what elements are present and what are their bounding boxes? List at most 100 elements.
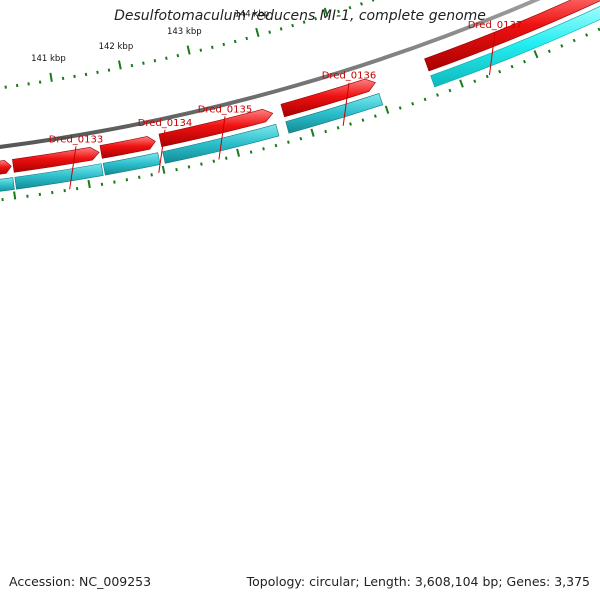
major-tick bbox=[186, 45, 191, 55]
minor-tick bbox=[150, 173, 153, 177]
gene-label[interactable]: Dred_0137 bbox=[468, 20, 523, 31]
minor-tick bbox=[125, 178, 129, 182]
major-tick bbox=[255, 27, 260, 38]
cds-arrow bbox=[99, 136, 156, 159]
minor-tick bbox=[245, 36, 249, 41]
minor-tick bbox=[107, 68, 111, 72]
minor-tick bbox=[572, 38, 576, 43]
minor-tick bbox=[210, 45, 214, 50]
genome-summary: Topology: circular; Length: 3,608,104 bp… bbox=[246, 574, 590, 589]
rna-track-segment bbox=[14, 163, 104, 190]
minor-tick bbox=[348, 5, 352, 10]
gene-label-leader bbox=[158, 129, 166, 173]
minor-tick bbox=[187, 165, 191, 169]
minor-tick bbox=[361, 118, 365, 122]
minor-tick bbox=[523, 59, 527, 64]
minor-tick bbox=[337, 9, 340, 14]
rna-track-segment bbox=[102, 152, 161, 176]
gene-feature[interactable] bbox=[12, 147, 104, 190]
outer-tick-marks bbox=[1, 27, 600, 202]
major-tick bbox=[459, 79, 464, 88]
minor-tick bbox=[510, 64, 514, 69]
minor-tick bbox=[373, 114, 377, 118]
minor-tick bbox=[291, 23, 295, 28]
rna-track-segment bbox=[0, 177, 15, 192]
map-title: Desulfotomaculum reducens MI-1, complete… bbox=[114, 8, 486, 24]
minor-tick bbox=[360, 2, 363, 6]
inner-tick-marks bbox=[4, 0, 375, 89]
minor-tick bbox=[130, 63, 134, 68]
rna-track-segment bbox=[285, 93, 384, 134]
minor-tick bbox=[314, 16, 317, 21]
major-tick bbox=[533, 50, 539, 59]
cds-arrow bbox=[280, 78, 376, 118]
minor-tick bbox=[113, 180, 116, 184]
minor-tick bbox=[448, 88, 452, 93]
minor-tick bbox=[200, 162, 203, 166]
minor-tick bbox=[262, 147, 265, 151]
gene-feature[interactable] bbox=[0, 160, 15, 192]
minor-tick bbox=[336, 126, 340, 130]
minor-tick bbox=[274, 143, 278, 148]
gene-labels[interactable]: Dred_0133 Dred_0134 Dred_0135 Dred_0136 Dred… bbox=[49, 20, 523, 190]
minor-tick bbox=[371, 0, 375, 2]
minor-tick bbox=[279, 27, 283, 31]
minor-tick bbox=[175, 167, 178, 172]
major-tick bbox=[49, 72, 53, 82]
gene-feature[interactable] bbox=[99, 136, 161, 176]
minor-tick bbox=[411, 101, 415, 106]
minor-tick bbox=[423, 97, 427, 102]
minor-tick bbox=[398, 106, 402, 110]
cds-arrow bbox=[12, 147, 100, 173]
minor-tick bbox=[199, 48, 203, 52]
major-tick bbox=[236, 148, 241, 157]
scale-label: 143 kbp bbox=[167, 27, 202, 37]
minor-tick bbox=[299, 136, 303, 141]
gene-feature[interactable] bbox=[424, 0, 600, 88]
gene-label-leader bbox=[218, 116, 226, 160]
gene-feature[interactable] bbox=[280, 78, 384, 134]
minor-tick bbox=[96, 70, 99, 74]
gene-label[interactable]: Dred_0136 bbox=[322, 71, 377, 82]
feature-track[interactable] bbox=[0, 0, 600, 193]
minor-tick bbox=[73, 74, 76, 79]
gene-label[interactable]: Dred_0135 bbox=[198, 104, 253, 115]
minor-tick bbox=[222, 42, 226, 47]
gene-label[interactable]: Dred_0133 bbox=[49, 134, 104, 145]
minor-tick bbox=[349, 122, 352, 126]
accession-value: NC_009253 bbox=[79, 574, 152, 589]
major-tick bbox=[118, 60, 122, 70]
minor-tick bbox=[153, 59, 157, 63]
major-tick bbox=[87, 179, 91, 189]
major-tick bbox=[384, 105, 390, 114]
genome-backbone bbox=[0, 0, 541, 149]
gene-label-leader bbox=[69, 146, 77, 190]
minor-tick bbox=[224, 156, 228, 160]
minor-tick bbox=[176, 53, 180, 58]
minor-tick bbox=[165, 56, 168, 60]
accession-footer: Accession: NC_009253 bbox=[9, 574, 151, 589]
gene-label[interactable]: Dred_0134 bbox=[138, 118, 193, 129]
minor-tick bbox=[100, 182, 104, 186]
gene-label-leader bbox=[342, 82, 350, 126]
minor-tick bbox=[212, 159, 216, 163]
minor-tick bbox=[84, 72, 88, 77]
minor-tick bbox=[498, 69, 502, 74]
minor-tick bbox=[560, 44, 564, 48]
minor-tick bbox=[142, 61, 145, 65]
scale-label: 141 kbp bbox=[31, 54, 66, 64]
minor-tick bbox=[585, 33, 589, 37]
minor-tick bbox=[547, 49, 551, 54]
cds-arrow bbox=[158, 108, 274, 148]
minor-tick bbox=[249, 150, 253, 154]
backbone-arc bbox=[0, 0, 541, 149]
minor-tick bbox=[302, 20, 306, 24]
major-tick bbox=[310, 128, 315, 137]
genome-summary-footer: Topology: circular; Length: 3,608,104 bp… bbox=[247, 574, 590, 589]
rna-track-segment bbox=[430, 5, 600, 88]
accession-label: Accession: bbox=[9, 574, 76, 589]
minor-tick bbox=[324, 129, 328, 134]
minor-tick bbox=[436, 93, 439, 97]
